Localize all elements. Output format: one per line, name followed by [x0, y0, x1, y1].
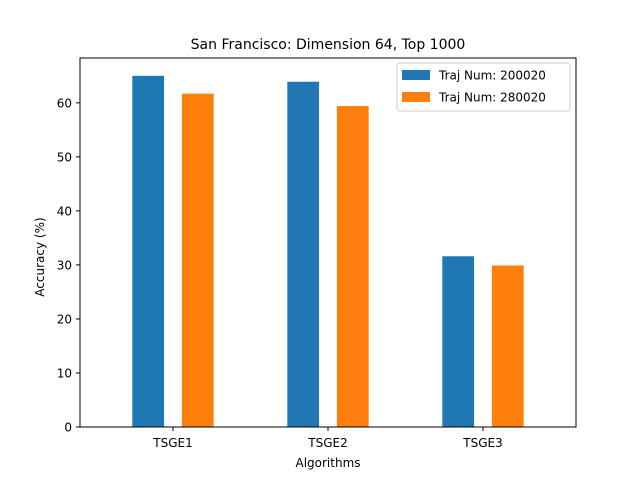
chart-title: San Francisco: Dimension 64, Top 1000 [191, 37, 466, 53]
legend-box [396, 62, 571, 112]
y-tick-label: 60 [57, 96, 72, 110]
legend: Traj Num: 200020 Traj Num: 280020 [396, 62, 571, 112]
x-axis-label: Algorithms [295, 456, 360, 470]
x-tick-label: TSGE1 [152, 436, 192, 450]
bar-tsge3-series-1 [442, 256, 475, 427]
x-tick-label: TSGE3 [462, 436, 502, 450]
y-tick-label: 0 [64, 421, 72, 435]
y-tick-label: 10 [57, 366, 72, 380]
bar-tsge3-series-2 [491, 265, 524, 427]
bar-tsge2-series-2 [336, 106, 369, 427]
plot-area: 0 10 20 30 40 50 60 TSGE1 TSGE2 TSGE3 [57, 57, 577, 450]
bar-tsge2-series-1 [287, 81, 320, 428]
plot-frame [79, 57, 577, 428]
y-tick-label: 40 [57, 204, 72, 218]
bar-tsge1-series-2 [181, 93, 214, 427]
legend-label: Traj Num: 200020 [438, 69, 546, 83]
y-tick-label: 20 [57, 312, 72, 326]
legend-swatch [402, 70, 430, 80]
legend-label: Traj Num: 280020 [438, 91, 546, 105]
y-tick-label: 30 [57, 258, 72, 272]
y-tick-label: 50 [57, 150, 72, 164]
legend-swatch [402, 92, 430, 102]
y-axis-label: Accuracy (%) [33, 217, 47, 296]
bar-tsge1-series-1 [132, 75, 165, 427]
x-tick-label: TSGE2 [307, 436, 347, 450]
